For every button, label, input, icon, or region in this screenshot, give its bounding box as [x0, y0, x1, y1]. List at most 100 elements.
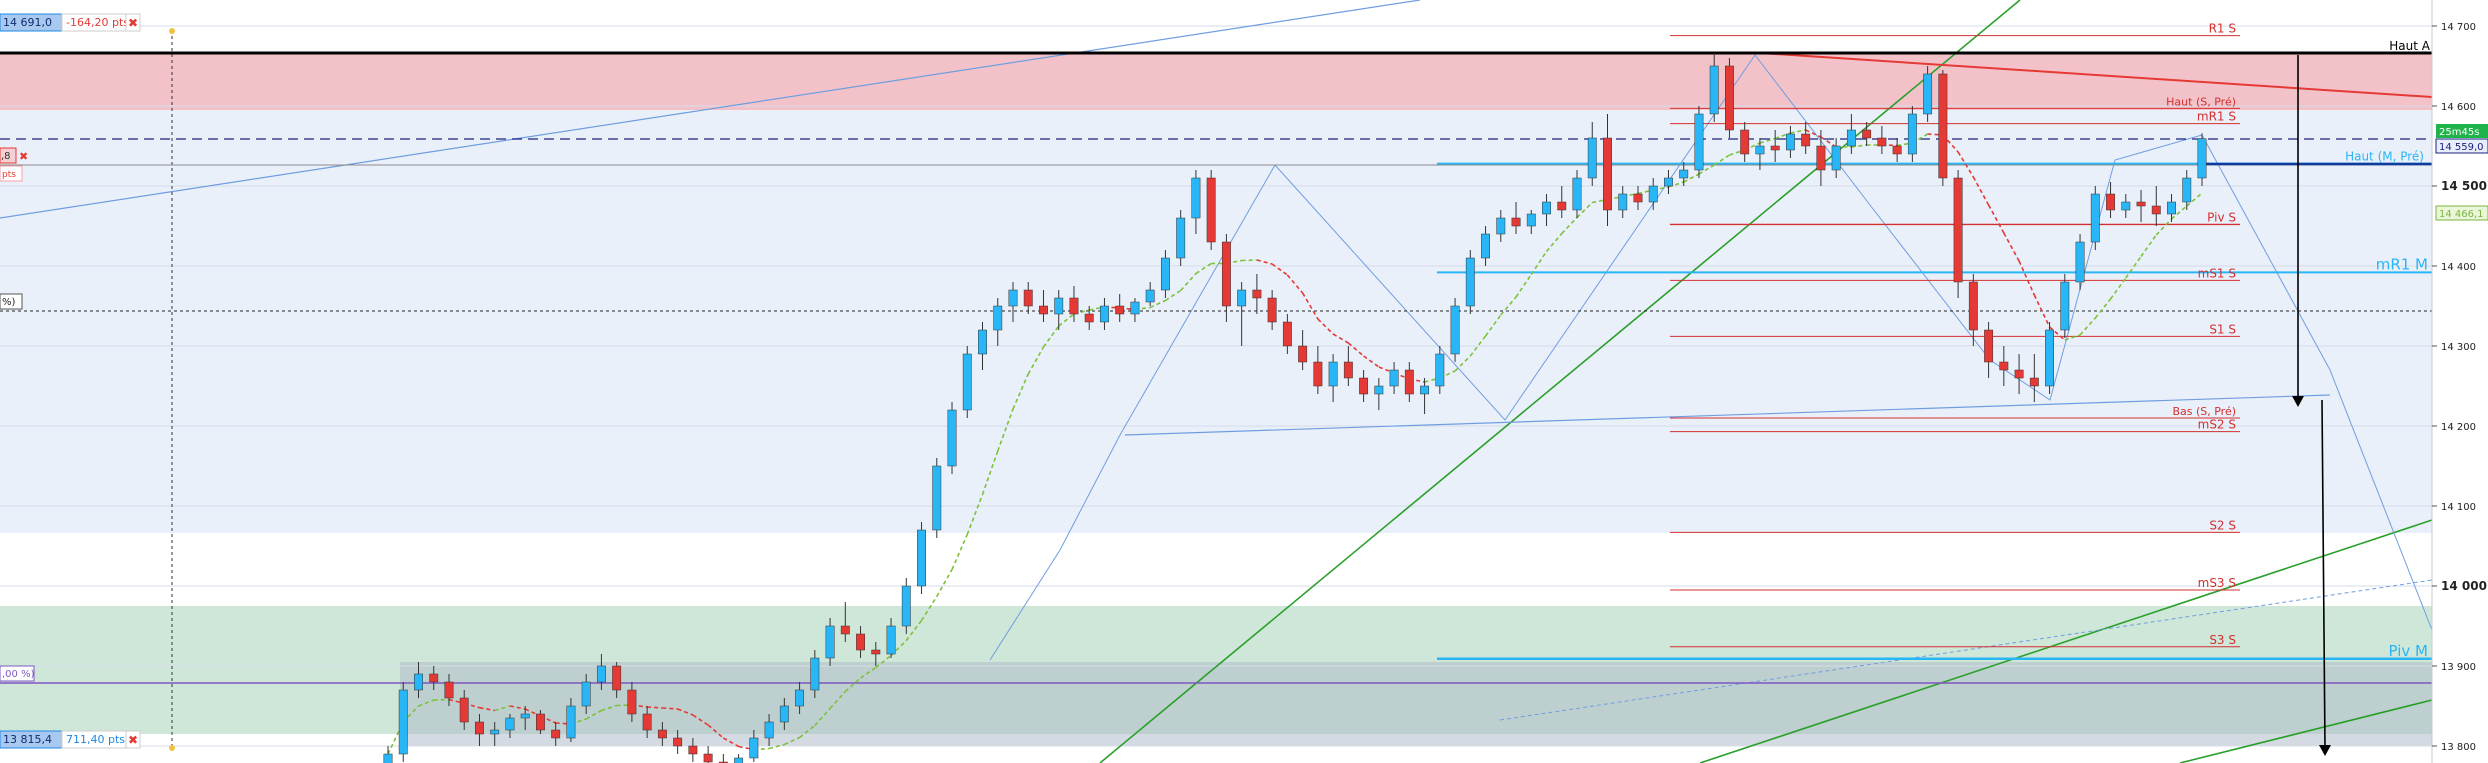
candle-body	[2045, 329, 2055, 387]
level-label: mS1 S	[2198, 266, 2236, 280]
candle-body	[1679, 169, 1689, 179]
candle-body	[1557, 201, 1567, 211]
level-label: mR1 S	[2197, 110, 2236, 124]
candle-body	[1359, 377, 1369, 395]
candle-body	[1785, 133, 1795, 151]
arrow-1-head	[2292, 396, 2304, 407]
candle-body	[1206, 177, 1216, 243]
candle-body	[1877, 137, 1887, 147]
candle-body	[1374, 385, 1384, 395]
candle-body	[1907, 113, 1917, 155]
candle-body	[1145, 289, 1155, 303]
candle-body	[475, 721, 484, 735]
candle-body	[2029, 377, 2039, 387]
measure-tools[interactable]: 14 691,0 -164,20 pts ✖ 13 815,4 711,40 p…	[0, 13, 175, 751]
fragment-text-2: pts	[2, 170, 16, 180]
candle-body	[1984, 329, 1994, 363]
candle-body	[1389, 369, 1399, 387]
candle-body	[1618, 193, 1628, 211]
measure-box-top[interactable]: 14 691,0 -164,20 pts ✖	[0, 13, 175, 34]
candle-body	[383, 753, 393, 763]
candle-body	[1725, 65, 1734, 131]
level-labels: Haut A R1 S Haut (S, Pré) mR1 S Haut (M, Pré…	[2166, 22, 2431, 660]
candle-body	[1572, 177, 1582, 211]
candle-body	[1923, 73, 1933, 115]
candle-body	[688, 745, 698, 755]
candle-body	[673, 737, 683, 747]
candle-body	[414, 673, 423, 691]
blue-trend-line-top	[0, 0, 1421, 219]
fragment-badge-3	[0, 293, 23, 310]
fragment-badge-1	[0, 147, 17, 164]
candle-body	[1587, 137, 1597, 179]
tick-label: 13 900	[2441, 662, 2476, 673]
candle-body	[1023, 289, 1033, 307]
zigzag-pattern	[989, 54, 2203, 661]
candle-body	[1968, 281, 1978, 331]
timer-tag	[2436, 124, 2488, 138]
candle-body	[795, 689, 805, 707]
candle-body	[1237, 289, 1247, 307]
candle-body	[1953, 177, 1963, 283]
axis-background	[2432, 0, 2488, 763]
measure-price-text: 13 815,4	[3, 733, 52, 746]
candle-body	[398, 689, 408, 755]
candle-body	[703, 753, 713, 763]
level-label: Piv M	[2389, 642, 2428, 660]
candle-body	[551, 729, 561, 739]
candle-body	[2014, 369, 2024, 379]
candle-body	[459, 697, 469, 723]
close-icon-glyph: ✖	[128, 16, 138, 30]
candle-body	[840, 625, 850, 635]
candle-body	[1481, 233, 1490, 259]
candle-body	[505, 717, 515, 731]
candle-body	[749, 737, 759, 759]
blue-support-line	[1124, 394, 2331, 436]
candle-body	[947, 409, 957, 467]
candlestick-series	[383, 53, 2207, 763]
candle-body	[2167, 201, 2176, 215]
candle-body	[642, 713, 652, 731]
candle-body	[932, 465, 942, 531]
anchor-handle[interactable]	[169, 745, 175, 751]
fragment-text-1: ,8	[1, 151, 11, 162]
horizontal-gridlines	[0, 25, 2432, 747]
candle-body	[2121, 201, 2131, 211]
candle-body	[825, 625, 835, 659]
close-icon[interactable]	[125, 730, 141, 749]
fragment-badge-4	[0, 665, 35, 682]
candle-body	[429, 673, 439, 683]
green-channel-upper	[1699, 519, 2433, 763]
fragment-badge-2	[0, 165, 23, 182]
reference-lines	[0, 30, 2432, 748]
candle-body	[856, 633, 865, 651]
candle-body	[1191, 177, 1201, 219]
candle-body	[1054, 297, 1064, 315]
blue-dashed-channel	[1499, 579, 2433, 721]
candle-body	[490, 729, 500, 735]
candle-body	[2060, 281, 2070, 331]
candle-body	[1633, 193, 1643, 203]
close-icon[interactable]	[125, 13, 141, 32]
level-label: mR1 M	[2376, 255, 2428, 273]
candle-body	[1664, 177, 1673, 187]
tick-label: 14 200	[2441, 422, 2476, 433]
last-price-tag-text: 14 559,0	[2439, 142, 2484, 153]
resistance-zone	[0, 51, 2432, 110]
fragment-text-3: %)	[2, 297, 16, 308]
level-label: mS3 S	[2198, 576, 2236, 590]
candle-body	[871, 649, 881, 655]
close-icon-glyph: ✖	[128, 733, 138, 747]
candle-body	[1084, 313, 1094, 323]
price-axis: 14 700 14 600 14 500 14 400 14 300 14 200 14 1…	[2431, 0, 2488, 763]
candle-body	[1420, 385, 1430, 395]
candle-body	[993, 305, 1003, 331]
candle-body	[1328, 361, 1338, 387]
measure-box-bottom[interactable]: 13 815,4 711,40 pts ✖	[0, 730, 175, 751]
candle-body	[1846, 129, 1856, 147]
band-light-blue	[0, 53, 2432, 533]
anchor-handle[interactable]	[169, 28, 175, 34]
red-down-trend-line	[1759, 52, 2433, 98]
fragment-close-icon[interactable]: ✖	[19, 150, 28, 163]
